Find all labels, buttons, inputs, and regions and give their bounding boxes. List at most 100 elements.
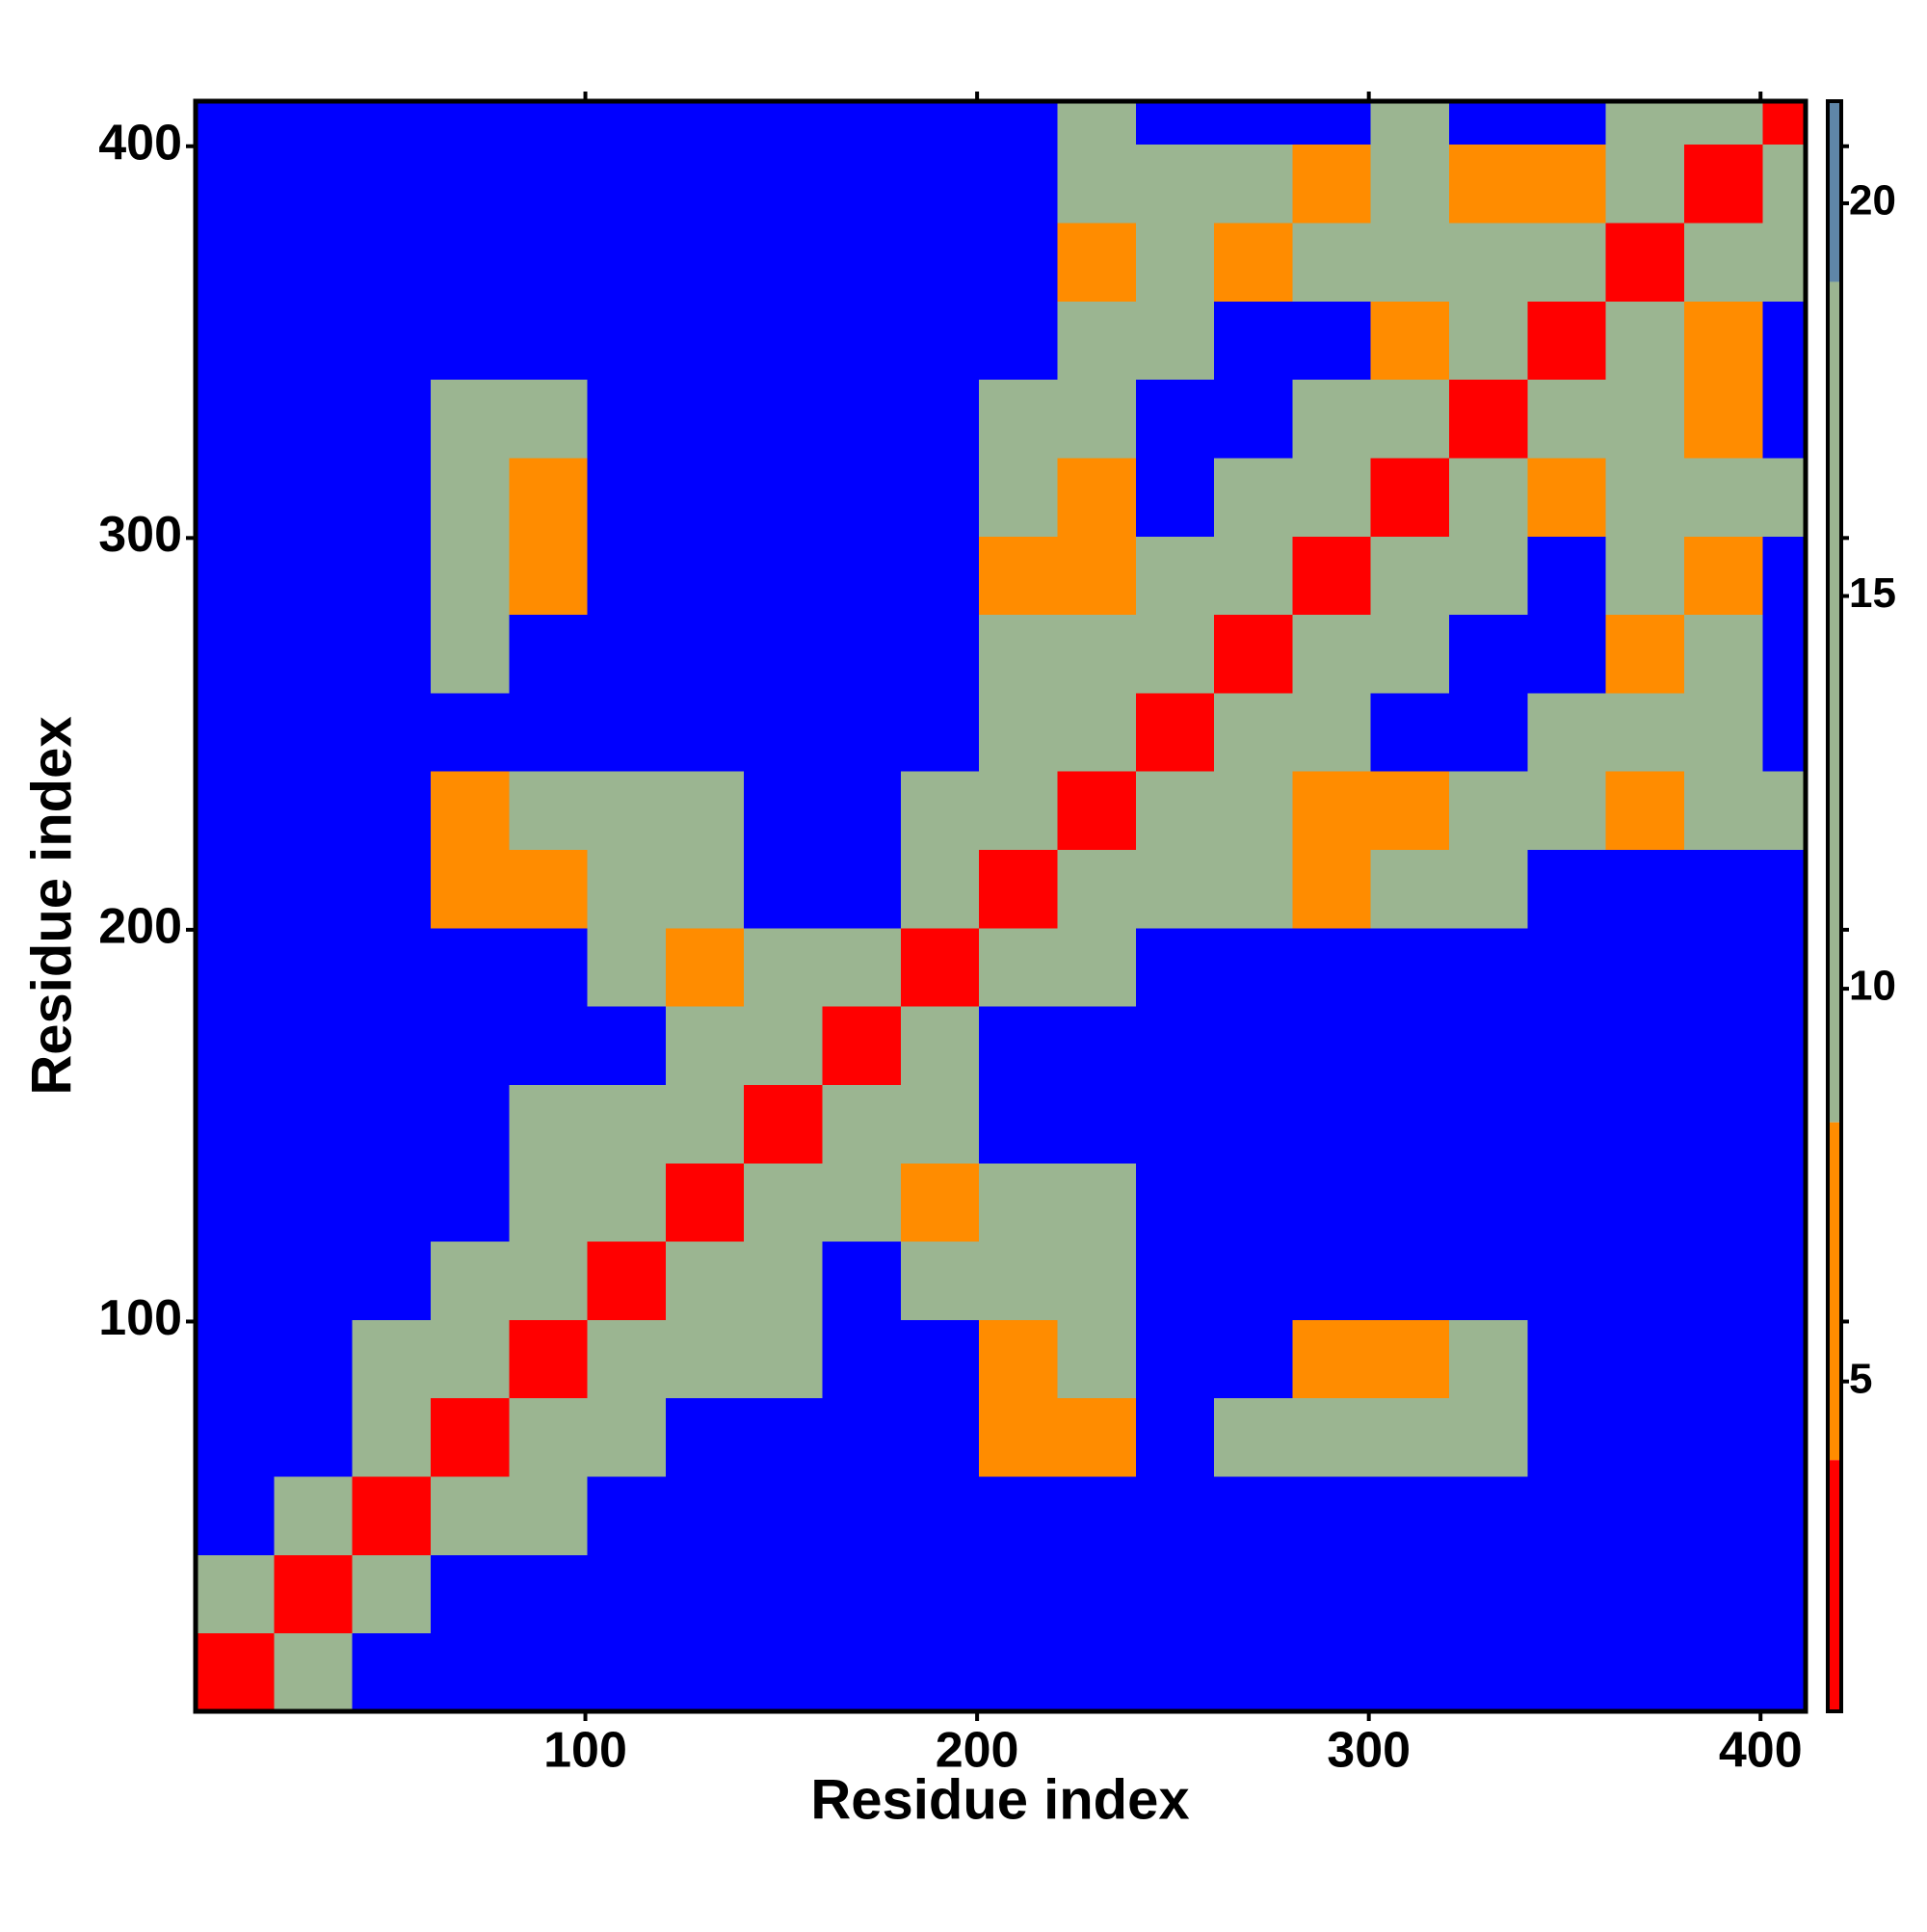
heatmap-cell xyxy=(1370,301,1450,381)
heatmap-cell xyxy=(822,1006,902,1085)
heatmap-cell xyxy=(1527,692,1607,772)
heatmap-cell xyxy=(979,1554,1058,1634)
heatmap-cell xyxy=(1370,1476,1450,1555)
heatmap-cell xyxy=(1527,457,1607,537)
heatmap-cell xyxy=(1135,1554,1215,1634)
heatmap-cell xyxy=(1214,849,1293,929)
heatmap-cell xyxy=(900,849,980,929)
heatmap-cell xyxy=(744,927,824,1007)
heatmap-cell xyxy=(1527,536,1607,616)
heatmap-cell xyxy=(352,457,432,537)
heatmap-cell xyxy=(352,1006,432,1085)
heatmap-cell xyxy=(1449,771,1528,851)
heatmap-cell xyxy=(1370,1319,1450,1399)
heatmap-cell xyxy=(1135,1397,1215,1477)
heatmap-cell xyxy=(1449,614,1528,694)
heatmap-cell xyxy=(900,1241,980,1320)
heatmap-cell xyxy=(430,379,510,459)
heatmap-cell xyxy=(1683,457,1763,537)
heatmap-cell xyxy=(665,223,745,302)
heatmap-cell xyxy=(900,301,980,381)
heatmap-cell xyxy=(1527,1319,1607,1399)
heatmap-cell xyxy=(274,223,354,302)
heatmap-cell xyxy=(1057,1632,1137,1712)
heatmap-cell xyxy=(274,144,354,224)
heatmap-cell xyxy=(274,1397,354,1477)
heatmap-cell xyxy=(352,771,432,851)
heatmap-cell xyxy=(352,379,432,459)
heatmap-cell xyxy=(196,1006,275,1085)
heatmap-cell xyxy=(665,1554,745,1634)
heatmap-cell xyxy=(1762,1632,1807,1712)
heatmap-cell xyxy=(1057,771,1137,851)
heatmap-cell xyxy=(352,144,432,224)
heatmap-cell xyxy=(430,1319,510,1399)
heatmap-cell xyxy=(744,1084,824,1164)
heatmap-cell xyxy=(1214,536,1293,616)
heatmap-cell xyxy=(274,927,354,1007)
heatmap-cell xyxy=(1449,101,1528,146)
heatmap-cell xyxy=(1135,1162,1215,1242)
heatmap-cell xyxy=(665,849,745,929)
heatmap-cell xyxy=(196,223,275,302)
heatmap-cell xyxy=(1527,1632,1607,1712)
heatmap-cell xyxy=(1683,1397,1763,1477)
heatmap-cell xyxy=(1135,1006,1215,1085)
heatmap-cell xyxy=(1370,379,1450,459)
heatmap-cell xyxy=(1605,536,1685,616)
heatmap-cell xyxy=(196,1476,275,1555)
heatmap-cell xyxy=(196,457,275,537)
heatmap-cell xyxy=(1449,1241,1528,1320)
heatmap-cell xyxy=(1605,1319,1685,1399)
heatmap-cell xyxy=(1214,457,1293,537)
heatmap-cell xyxy=(744,1162,824,1242)
heatmap-cell xyxy=(1605,457,1685,537)
heatmap-cell xyxy=(822,692,902,772)
heatmap-cell xyxy=(509,927,589,1007)
heatmap-cell xyxy=(822,1162,902,1242)
heatmap-cell xyxy=(665,457,745,537)
heatmap-cell xyxy=(744,101,824,146)
heatmap-cell xyxy=(1292,1241,1372,1320)
heatmap-cell xyxy=(665,771,745,851)
heatmap-cell xyxy=(509,1162,589,1242)
heatmap-cell xyxy=(196,1241,275,1320)
heatmap-cell xyxy=(900,223,980,302)
heatmap-cell xyxy=(1527,1554,1607,1634)
heatmap-cell xyxy=(1292,849,1372,929)
heatmap-cell xyxy=(1370,536,1450,616)
heatmap-cell xyxy=(900,1006,980,1085)
heatmap-cell xyxy=(1057,1319,1137,1399)
heatmap-cell xyxy=(430,927,510,1007)
heatmap-cell xyxy=(1683,614,1763,694)
heatmap-cell xyxy=(979,1241,1058,1320)
heatmap-cell xyxy=(430,101,510,146)
heatmap-cell xyxy=(587,927,667,1007)
heatmap-cell xyxy=(1214,1554,1293,1634)
heatmap-cell xyxy=(1762,614,1807,694)
heatmap-cell xyxy=(1292,1084,1372,1164)
heatmap-cell xyxy=(430,223,510,302)
heatmap-cell xyxy=(1057,849,1137,929)
heatmap-cell xyxy=(1605,1084,1685,1164)
heatmap-cell xyxy=(1605,1397,1685,1477)
heatmap-cell xyxy=(1683,771,1763,851)
heatmap-cell xyxy=(744,771,824,851)
heatmap-cell xyxy=(352,1476,432,1555)
heatmap-cell xyxy=(1449,536,1528,616)
heatmap-cell xyxy=(1214,144,1293,224)
heatmap-cell xyxy=(822,536,902,616)
heatmap-cell xyxy=(1683,1241,1763,1320)
heatmap-cell xyxy=(900,1554,980,1634)
heatmap-cell xyxy=(900,379,980,459)
heatmap-cell xyxy=(274,1319,354,1399)
heatmap-cell xyxy=(1605,849,1685,929)
heatmap-cell xyxy=(1762,1084,1807,1164)
heatmap-cell xyxy=(587,1162,667,1242)
heatmap-cell xyxy=(1214,1476,1293,1555)
heatmap-cell xyxy=(509,1319,589,1399)
heatmap-cell xyxy=(196,1084,275,1164)
heatmap-cell xyxy=(1370,614,1450,694)
heatmap-cell xyxy=(196,379,275,459)
heatmap-cell xyxy=(196,849,275,929)
